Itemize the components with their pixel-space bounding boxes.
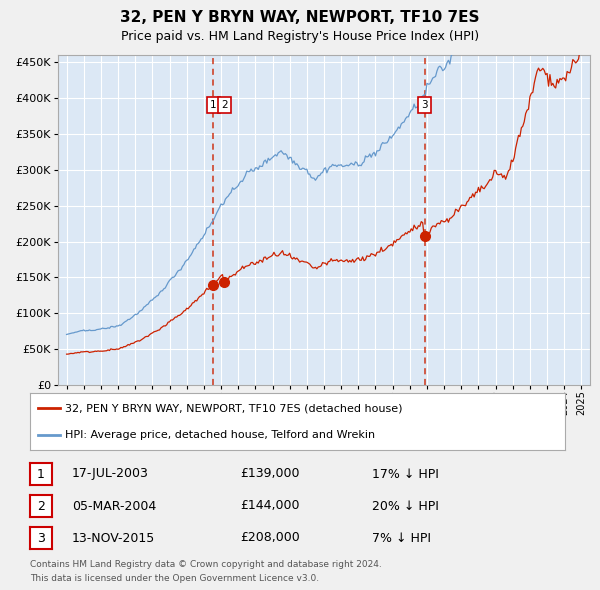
- Text: 17% ↓ HPI: 17% ↓ HPI: [372, 467, 439, 480]
- Text: Price paid vs. HM Land Registry's House Price Index (HPI): Price paid vs. HM Land Registry's House …: [121, 30, 479, 43]
- Text: £139,000: £139,000: [240, 467, 299, 480]
- Text: Contains HM Land Registry data © Crown copyright and database right 2024.: Contains HM Land Registry data © Crown c…: [30, 560, 382, 569]
- Text: 20% ↓ HPI: 20% ↓ HPI: [372, 500, 439, 513]
- Text: £144,000: £144,000: [240, 500, 299, 513]
- Text: 32, PEN Y BRYN WAY, NEWPORT, TF10 7ES (detached house): 32, PEN Y BRYN WAY, NEWPORT, TF10 7ES (d…: [65, 404, 403, 414]
- Text: 2: 2: [221, 100, 227, 110]
- Text: 1: 1: [37, 467, 45, 480]
- Text: 1: 1: [210, 100, 217, 110]
- Text: 3: 3: [421, 100, 428, 110]
- Text: 32, PEN Y BRYN WAY, NEWPORT, TF10 7ES: 32, PEN Y BRYN WAY, NEWPORT, TF10 7ES: [120, 10, 480, 25]
- Text: 17-JUL-2003: 17-JUL-2003: [72, 467, 149, 480]
- Text: This data is licensed under the Open Government Licence v3.0.: This data is licensed under the Open Gov…: [30, 574, 319, 583]
- Text: 3: 3: [37, 532, 45, 545]
- Text: 05-MAR-2004: 05-MAR-2004: [72, 500, 156, 513]
- Text: £208,000: £208,000: [240, 532, 300, 545]
- Text: HPI: Average price, detached house, Telford and Wrekin: HPI: Average price, detached house, Telf…: [65, 430, 375, 440]
- Text: 7% ↓ HPI: 7% ↓ HPI: [372, 532, 431, 545]
- Text: 13-NOV-2015: 13-NOV-2015: [72, 532, 155, 545]
- Text: 2: 2: [37, 500, 45, 513]
